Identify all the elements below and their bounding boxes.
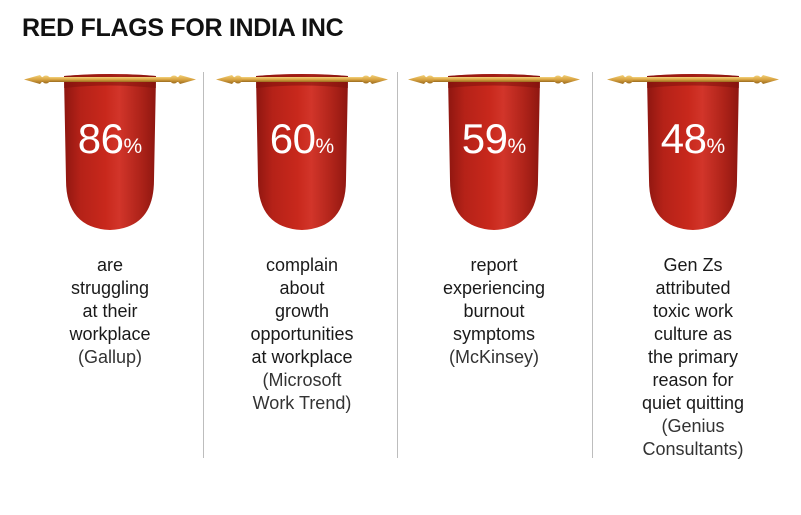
pennant-banner-icon — [448, 74, 540, 230]
description-line: are — [96, 255, 123, 275]
description-line: at workplace — [251, 347, 353, 367]
description-line: burnout — [463, 301, 525, 321]
stat-description: Gen Zs attributed toxic work culture as the … — [603, 254, 783, 461]
stat-value: 59% — [404, 115, 584, 163]
description-line: report — [470, 255, 518, 275]
stat-number: 59 — [461, 115, 508, 162]
stat-value: 86% — [20, 115, 200, 163]
gold-rod-icon — [24, 75, 196, 84]
stat-description: are struggling at their workplace (Gallup) — [20, 254, 200, 369]
column-divider — [592, 72, 593, 458]
description-line: Gen Zs — [663, 255, 723, 275]
column-divider — [203, 72, 204, 458]
source-citation: Work Trend) — [252, 393, 352, 413]
source-citation: (McKinsey) — [448, 347, 539, 367]
description-line: struggling — [70, 278, 150, 298]
stat-card: 86% are struggling at their workplace (Gallup… — [20, 70, 200, 470]
description-line: at their — [82, 301, 138, 321]
source-citation: (Gallup) — [77, 347, 143, 367]
pennant-banner-icon — [647, 74, 739, 230]
description-line: opportunities — [250, 324, 354, 344]
stat-card: 60% complain about growth opportunities at wo… — [212, 70, 392, 470]
description-line: symptoms — [452, 324, 535, 344]
stat-card: 48% Gen Zs attributed toxic work culture as t… — [603, 70, 783, 470]
stat-description: complain about growth opportunities at workp… — [212, 254, 392, 415]
stat-banner — [404, 70, 584, 240]
stat-value: 48% — [603, 115, 783, 163]
description-line: about — [279, 278, 325, 298]
stat-card: 59% report experiencing burnout symptoms (McK… — [404, 70, 584, 470]
description-line: toxic work — [652, 301, 733, 321]
description-line: workplace — [69, 324, 151, 344]
pennant-banner-icon — [64, 74, 156, 230]
stat-percent-sign: % — [315, 135, 335, 158]
gold-rod-icon — [607, 75, 779, 84]
stat-percent-sign: % — [507, 135, 527, 158]
stat-banner — [603, 70, 783, 240]
stat-percent-sign: % — [123, 135, 143, 158]
description-line: the primary — [647, 347, 739, 367]
description-line: reason for — [652, 370, 734, 390]
stat-value: 60% — [212, 115, 392, 163]
stat-banner — [20, 70, 200, 240]
stat-number: 86 — [77, 115, 124, 162]
stat-number: 48 — [660, 115, 707, 162]
description-line: attributed — [655, 278, 731, 298]
column-divider — [397, 72, 398, 458]
stat-description: report experiencing burnout symptoms (McKins… — [404, 254, 584, 369]
description-line: quiet quitting — [641, 393, 745, 413]
stat-number: 60 — [269, 115, 316, 162]
gold-rod-icon — [216, 75, 388, 84]
stat-banner — [212, 70, 392, 240]
description-line: growth — [274, 301, 330, 321]
description-line: complain — [265, 255, 339, 275]
stat-percent-sign: % — [706, 135, 726, 158]
source-citation: Consultants) — [642, 439, 744, 459]
description-line: culture as — [653, 324, 733, 344]
description-line: experiencing — [442, 278, 546, 298]
pennant-banner-icon — [256, 74, 348, 230]
gold-rod-icon — [408, 75, 580, 84]
source-citation: (Genius — [661, 416, 725, 436]
source-citation: (Microsoft — [262, 370, 342, 390]
page-title: RED FLAGS FOR INDIA INC — [22, 14, 344, 42]
